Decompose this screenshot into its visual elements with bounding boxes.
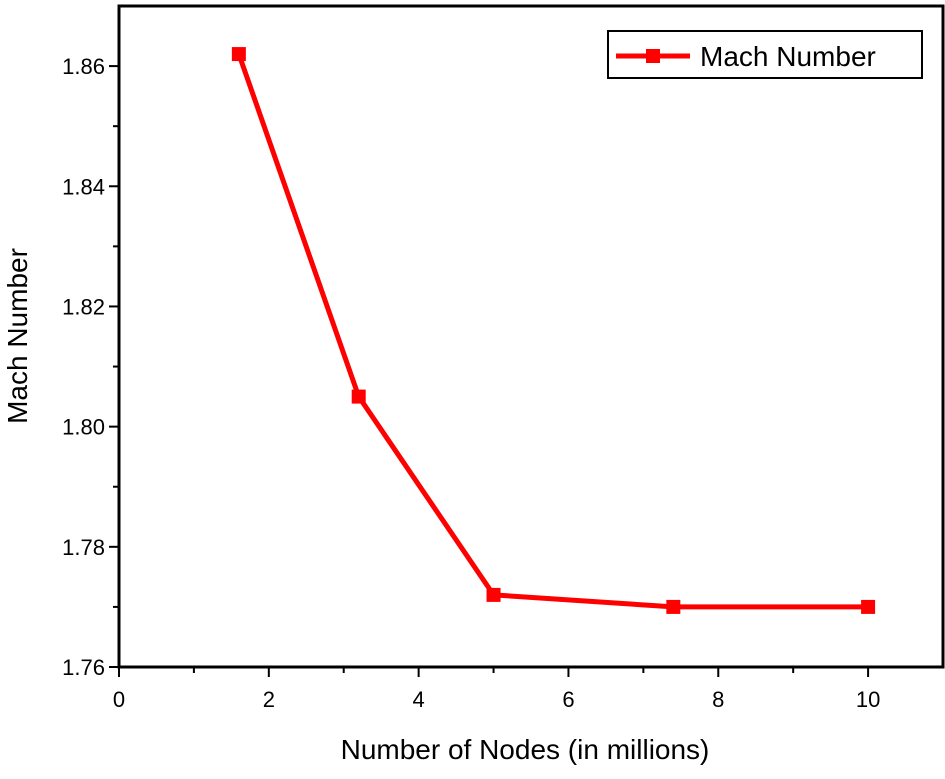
y-tick-label: 1.76 — [62, 655, 105, 680]
y-tick-label: 1.78 — [62, 535, 105, 560]
x-axis-title: Number of Nodes (in millions) — [341, 734, 710, 765]
series-line — [236, 53, 869, 610]
legend-label: Mach Number — [700, 41, 876, 72]
legend: Mach Number — [607, 30, 923, 79]
x-tick-label: 0 — [113, 687, 125, 712]
x-tick-label: 10 — [856, 687, 880, 712]
y-axis-title: Mach Number — [2, 248, 33, 424]
data-point — [666, 599, 681, 614]
data-point — [861, 599, 876, 614]
x-tick-label: 2 — [263, 687, 275, 712]
x-tick-label: 8 — [712, 687, 724, 712]
data-point — [486, 587, 501, 602]
plot-frame — [117, 4, 945, 669]
y-axis-ticks: 1.76 1.78 1.80 1.82 1.84 1.86 — [62, 54, 119, 680]
data-point — [351, 389, 366, 404]
series-layer — [231, 47, 876, 614]
x-axis-ticks: 0 2 4 6 8 10 — [113, 667, 880, 712]
x-tick-label: 4 — [413, 687, 425, 712]
x-tick-label: 6 — [562, 687, 574, 712]
y-tick-label: 1.82 — [62, 294, 105, 319]
y-tick-label: 1.84 — [62, 174, 105, 199]
y-tick-label: 1.80 — [62, 415, 105, 440]
legend-marker — [646, 49, 660, 63]
data-point — [231, 47, 246, 62]
y-tick-label: 1.86 — [62, 54, 105, 79]
